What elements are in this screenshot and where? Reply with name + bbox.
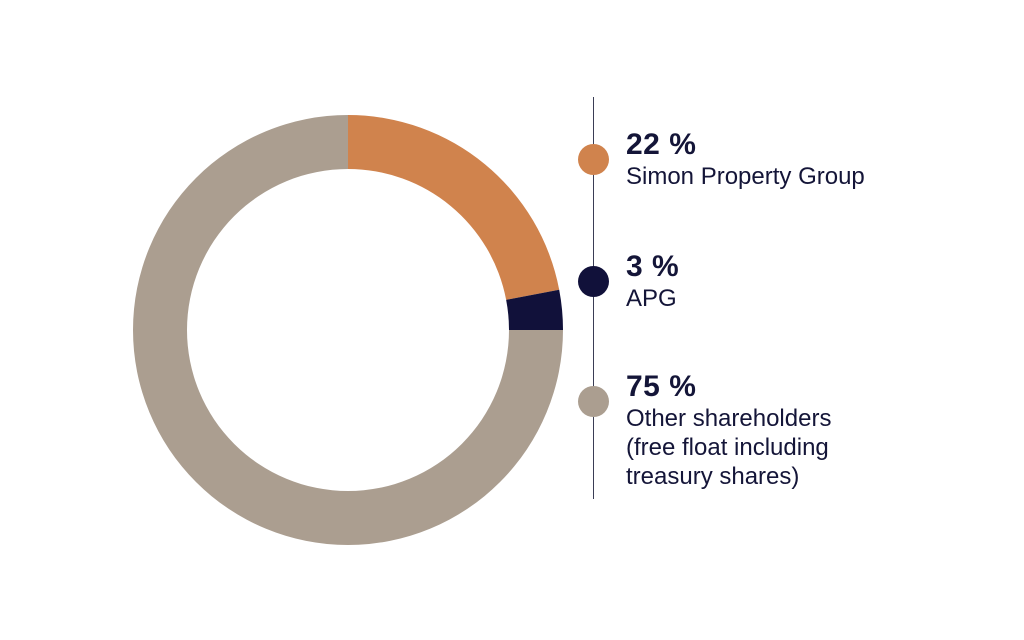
legend-item-simon-property-group: 22 % Simon Property Group (578, 128, 865, 191)
legend-label: Other shareholders (free float including… (626, 405, 832, 490)
legend-divider (593, 97, 594, 499)
legend-swatch (578, 266, 609, 297)
legend-value: 22 % (626, 128, 697, 161)
legend-swatch (578, 144, 609, 175)
donut-slice-1 (506, 289, 563, 330)
legend-label: APG (626, 285, 677, 312)
legend-value: 75 % (626, 370, 697, 403)
legend-value: 3 % (626, 250, 680, 283)
donut-slice-0 (348, 115, 560, 300)
legend-swatch (578, 386, 609, 417)
legend-item-other-shareholders: 75 % Other shareholders (free float incl… (578, 370, 831, 491)
legend-label: Simon Property Group (626, 163, 865, 190)
legend-item-apg: 3 % APG (578, 250, 679, 313)
